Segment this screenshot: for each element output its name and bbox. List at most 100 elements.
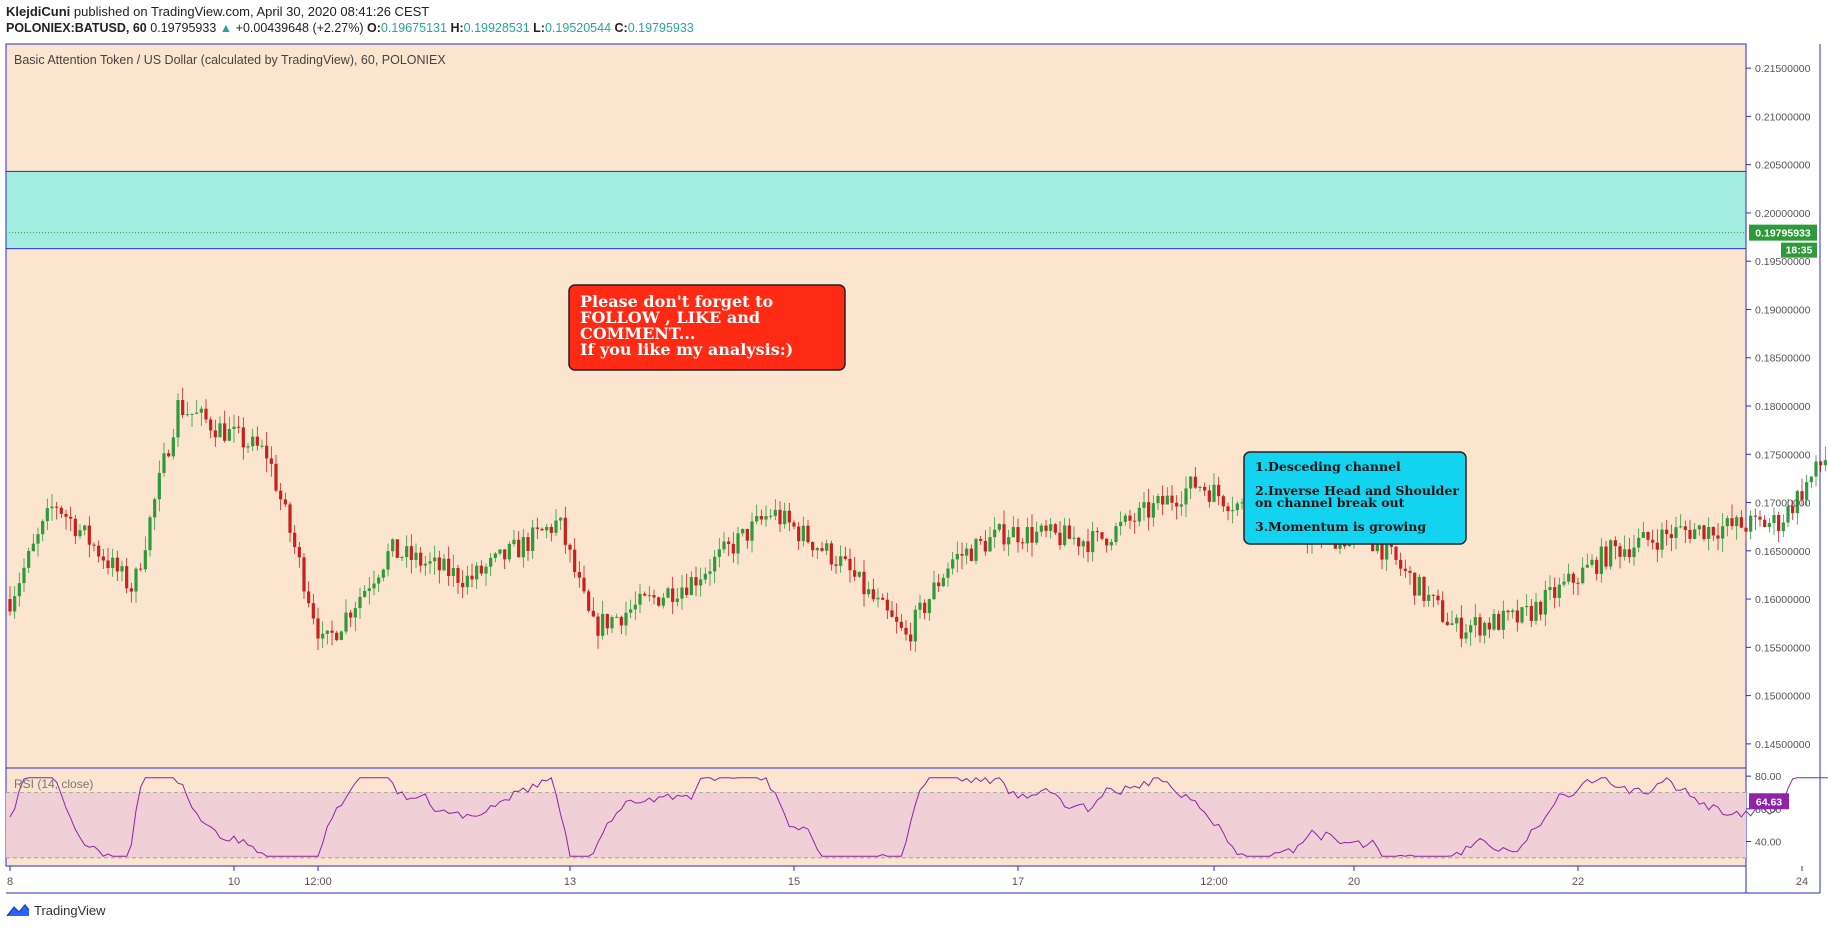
rsi-y-tick-label: 80.00: [1755, 771, 1781, 783]
candle-body: [918, 602, 922, 610]
candle-body: [1021, 542, 1025, 544]
last-price-label: 0.19795933: [1755, 228, 1811, 240]
candle-body: [1539, 601, 1543, 615]
candle-body: [1114, 526, 1118, 542]
candle-body: [1221, 496, 1225, 507]
candle-body: [1044, 525, 1048, 531]
candle-body: [741, 528, 745, 534]
candle-body: [41, 521, 45, 535]
candle-body: [703, 573, 707, 580]
candle-body: [241, 427, 245, 448]
follow-line-1: Please don't forget to: [580, 292, 773, 311]
candle-body: [503, 549, 507, 560]
candle-body: [755, 516, 759, 522]
candle-body: [913, 609, 917, 642]
resistance-zone: [5, 170, 1747, 250]
candle-body: [386, 551, 390, 570]
candle-body: [1781, 522, 1785, 532]
publisher-name[interactable]: KlejdiCuni: [6, 4, 71, 19]
candle-body: [1100, 532, 1104, 539]
candle-body: [568, 544, 572, 550]
follow-callout[interactable]: Please don't forget to FOLLOW , LIKE and…: [568, 284, 846, 371]
candle-body: [652, 595, 656, 598]
candle-body: [1137, 507, 1141, 522]
candle-body: [251, 436, 255, 447]
price-axis[interactable]: 0.21500000 0.21000000 0.20500000 0.20000000…: [1746, 63, 1811, 849]
open-label: O:: [367, 21, 381, 35]
rsi-value-label-bg: [1749, 793, 1789, 810]
candle-body: [680, 587, 684, 599]
candle-body: [92, 544, 96, 546]
candle-body: [1809, 476, 1813, 483]
candle-body: [1758, 516, 1762, 520]
candle-body: [1011, 527, 1015, 538]
analysis-callout[interactable]: 1.Desceding channel 2.Inverse Head and S…: [1243, 451, 1467, 545]
candle-body: [377, 577, 381, 584]
candle-body: [815, 548, 819, 551]
candle-body: [1156, 496, 1160, 504]
candle-body: [344, 612, 348, 632]
candle-body: [610, 617, 614, 629]
candle-body: [512, 539, 516, 544]
candle-body: [246, 446, 250, 448]
candle-body: [1688, 529, 1692, 539]
candle-body: [647, 595, 651, 597]
candle-body: [951, 559, 955, 569]
candle-body: [1025, 527, 1029, 544]
analysis-line-4: 3.Momentum is growing: [1255, 519, 1426, 534]
x-tick-label: 10: [228, 876, 240, 888]
candle-body: [853, 570, 857, 577]
candle-body: [64, 513, 68, 517]
candle-body: [867, 589, 871, 595]
candle-body: [1567, 573, 1571, 582]
candle-body: [372, 583, 376, 589]
candle-body: [797, 526, 801, 542]
main-pane[interactable]: [5, 43, 1747, 769]
candle-body: [423, 563, 427, 566]
candle-body: [941, 577, 945, 587]
candle-body: [619, 616, 623, 626]
candle-body: [1735, 517, 1739, 527]
rsi-label: RSI (14, close): [14, 777, 93, 791]
y-tick-label: 0.18000000: [1755, 401, 1811, 413]
candle-body: [1478, 617, 1482, 636]
candle-body: [134, 568, 138, 592]
candle-body: [1711, 527, 1715, 536]
candle-body: [881, 597, 885, 600]
price-chart[interactable]: 0.21500000 0.21000000 0.20500000 0.20000000…: [0, 0, 1828, 900]
candle-body: [1590, 559, 1594, 565]
brand-name[interactable]: TradingView: [34, 902, 106, 918]
tradingview-logo-icon[interactable]: [6, 902, 30, 918]
candle-body: [1529, 605, 1533, 621]
candle-body: [13, 596, 17, 612]
candle-body: [526, 537, 530, 551]
high-label: H:: [450, 21, 464, 35]
candle-body: [601, 613, 605, 636]
candle-body: [983, 540, 987, 552]
candle-body: [433, 557, 437, 562]
candle-body: [857, 571, 861, 577]
footer: TradingView: [6, 902, 106, 918]
candle-body: [353, 608, 357, 618]
candle-body: [591, 610, 595, 617]
candle-body: [1053, 524, 1057, 533]
x-tick-label: 17: [1012, 876, 1024, 888]
rsi-value-label: 64.63: [1756, 796, 1782, 808]
candle-body: [573, 549, 577, 572]
x-tick-label: 22: [1572, 876, 1584, 888]
candle-body: [1235, 503, 1239, 511]
candle-body: [736, 533, 740, 554]
candle-body: [1520, 607, 1524, 623]
time-axis[interactable]: 81012:0013151712:0020222412:002729May12:…: [7, 866, 1828, 888]
y-tick-label: 0.21500000: [1755, 63, 1811, 75]
candle-body: [1805, 482, 1809, 500]
candle-body: [1133, 520, 1137, 522]
candle-body: [139, 568, 143, 570]
candle-body: [708, 571, 712, 574]
candle-body: [1791, 505, 1795, 514]
candle-body: [890, 610, 894, 617]
candle-body: [1067, 525, 1071, 539]
candle-body: [78, 530, 82, 537]
candle-body: [1399, 559, 1403, 569]
candle-body: [661, 597, 665, 606]
